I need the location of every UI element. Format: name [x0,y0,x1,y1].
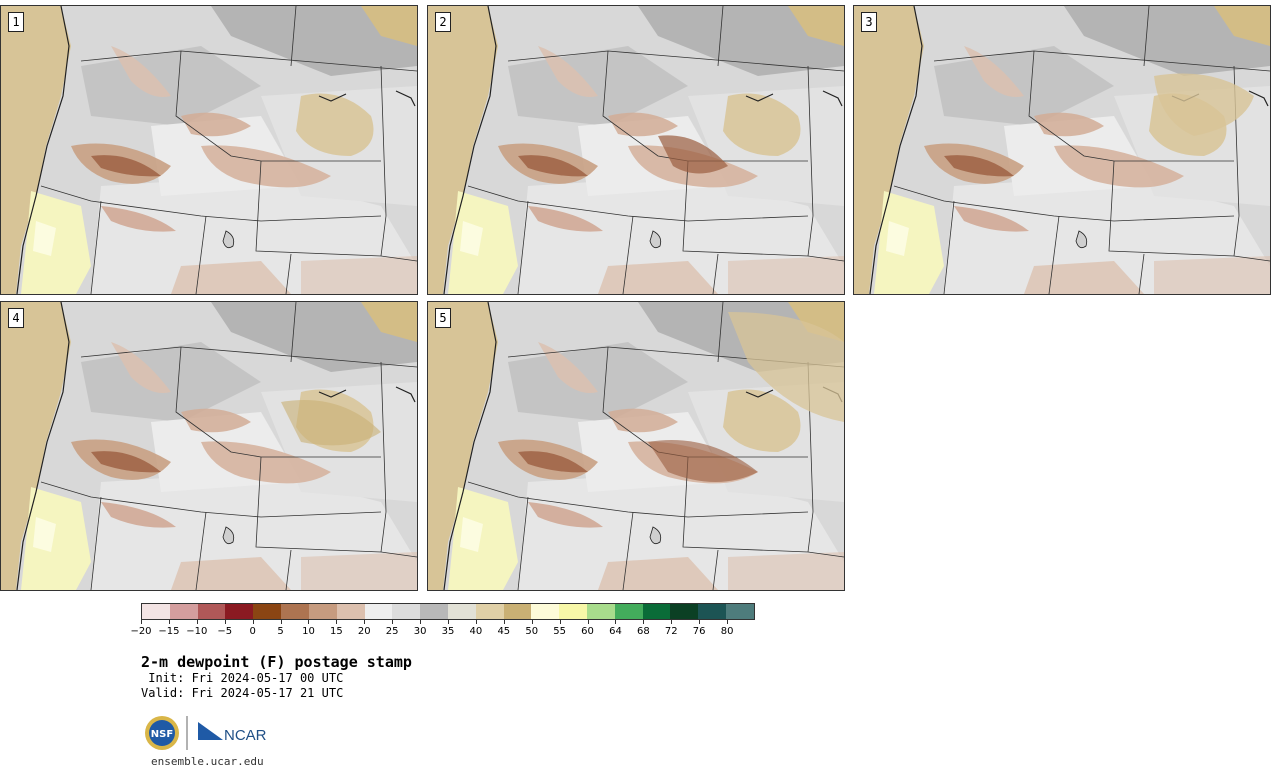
colorbar-tick [587,620,589,624]
valid-time: Valid: Fri 2024-05-17 21 UTC [141,686,344,700]
colorbar-tick-label: −10 [186,626,208,637]
colorbar-tick [475,620,477,624]
colorbar-swatch [475,604,504,619]
colorbar-tick-label: 40 [469,626,483,637]
panel-number: 2 [435,12,451,32]
colorbar-swatch [253,604,282,619]
ncar-text: NCAR [224,727,267,744]
init-time: Init: Fri 2024-05-17 00 UTC [141,671,344,685]
colorbar-tick-label: 25 [385,626,399,637]
colorbar-tick-label: −15 [158,626,180,637]
colorbar-tick [224,620,226,624]
colorbar-swatch [392,604,421,619]
colorbar-tick-label: 55 [553,626,566,637]
colorbar-tick [392,620,394,624]
colorbar-tick [308,620,310,624]
colorbar-tick [168,620,170,624]
colorbar-swatch [614,604,643,619]
ncar-logo: NCAR [198,722,267,744]
colorbar-tick [336,620,338,624]
colorbar-swatch [308,604,337,619]
colorbar-tick [727,620,729,624]
colorbar-tick-label: 15 [329,626,343,637]
panel-number: 5 [435,308,451,328]
map-panel-2: 2 [427,5,845,295]
colorbar-tick [420,620,422,624]
map-panel-5: 5 [427,301,845,591]
colorbar-swatch [197,604,226,619]
colorbar-swatch [670,604,699,619]
colorbar-tick-label: 0 [249,626,256,637]
colorbar-tick-label: −20 [130,626,152,637]
colorbar-ticks: −20 −15 −10 −5 0 5 10 15 20 25 30 35 40 45 50 55 60 64 68 7… [130,620,755,640]
colorbar-swatch [531,604,560,619]
colorbar-tick-label: 35 [441,626,455,637]
colorbar-swatch [503,604,532,619]
panel-number: 1 [8,12,24,32]
colorbar-tick [141,620,142,624]
colorbar-tick [531,620,533,624]
colorbar-tick-label: 76 [692,626,706,637]
panel-number: 4 [8,308,24,328]
colorbar-tick-label: 80 [720,626,734,637]
nsf-text: NSF [151,729,173,740]
colorbar-tick-label: 50 [525,626,539,637]
website-url: ensemble.ucar.edu [151,755,264,768]
colorbar-swatch [364,604,393,619]
nsf-logo: NSF [145,716,179,750]
map-panel-3: 3 [853,5,1271,295]
dewpoint-map-2 [428,6,844,294]
colorbar-tick [252,620,254,624]
colorbar-tick [671,620,673,624]
plot-title: 2-m dewpoint (F) postage stamp [141,653,412,671]
colorbar-tick-label: 72 [664,626,678,637]
map-panel-4: 4 [0,301,418,591]
colorbar-swatch [726,604,754,619]
dewpoint-map-5 [428,302,844,590]
colorbar-swatch [142,604,170,619]
colorbar-tick-label: 45 [497,626,511,637]
colorbar-tick-label: 64 [609,626,622,637]
colorbar-tick-label: 5 [277,626,284,637]
logos: NSF NCAR [143,714,283,752]
dewpoint-map-1 [1,6,417,294]
colorbar-swatch [587,604,615,619]
colorbar-tick [559,620,561,624]
colorbar-swatch [698,604,727,619]
panel-number: 3 [861,12,877,32]
colorbar-tick [699,620,701,624]
colorbar-swatch [447,604,476,619]
colorbar-swatch [336,604,365,619]
colorbar-swatch [420,604,448,619]
colorbar-swatch [225,604,254,619]
colorbar-tick [643,620,645,624]
colorbar-tick [364,620,366,624]
colorbar-tick [448,620,449,624]
colorbar-tick-label: 68 [636,626,650,637]
colorbar-tick-label: −5 [217,626,233,637]
colorbar-swatch [642,604,671,619]
colorbar [141,603,755,620]
map-panel-1: 1 [0,5,418,295]
colorbar-swatch [169,604,198,619]
dewpoint-map-3 [854,6,1270,294]
colorbar-tick [615,620,617,624]
colorbar-swatch [281,604,309,619]
colorbar-tick [280,620,282,624]
colorbar-tick-label: 10 [302,626,315,637]
colorbar-swatch [559,604,587,619]
colorbar-tick [196,620,198,624]
colorbar-tick-label: 30 [413,626,427,637]
colorbar-tick-label: 60 [581,626,594,637]
colorbar-tick [503,620,505,624]
dewpoint-map-4 [1,302,417,590]
colorbar-tick-label: 20 [357,626,371,637]
